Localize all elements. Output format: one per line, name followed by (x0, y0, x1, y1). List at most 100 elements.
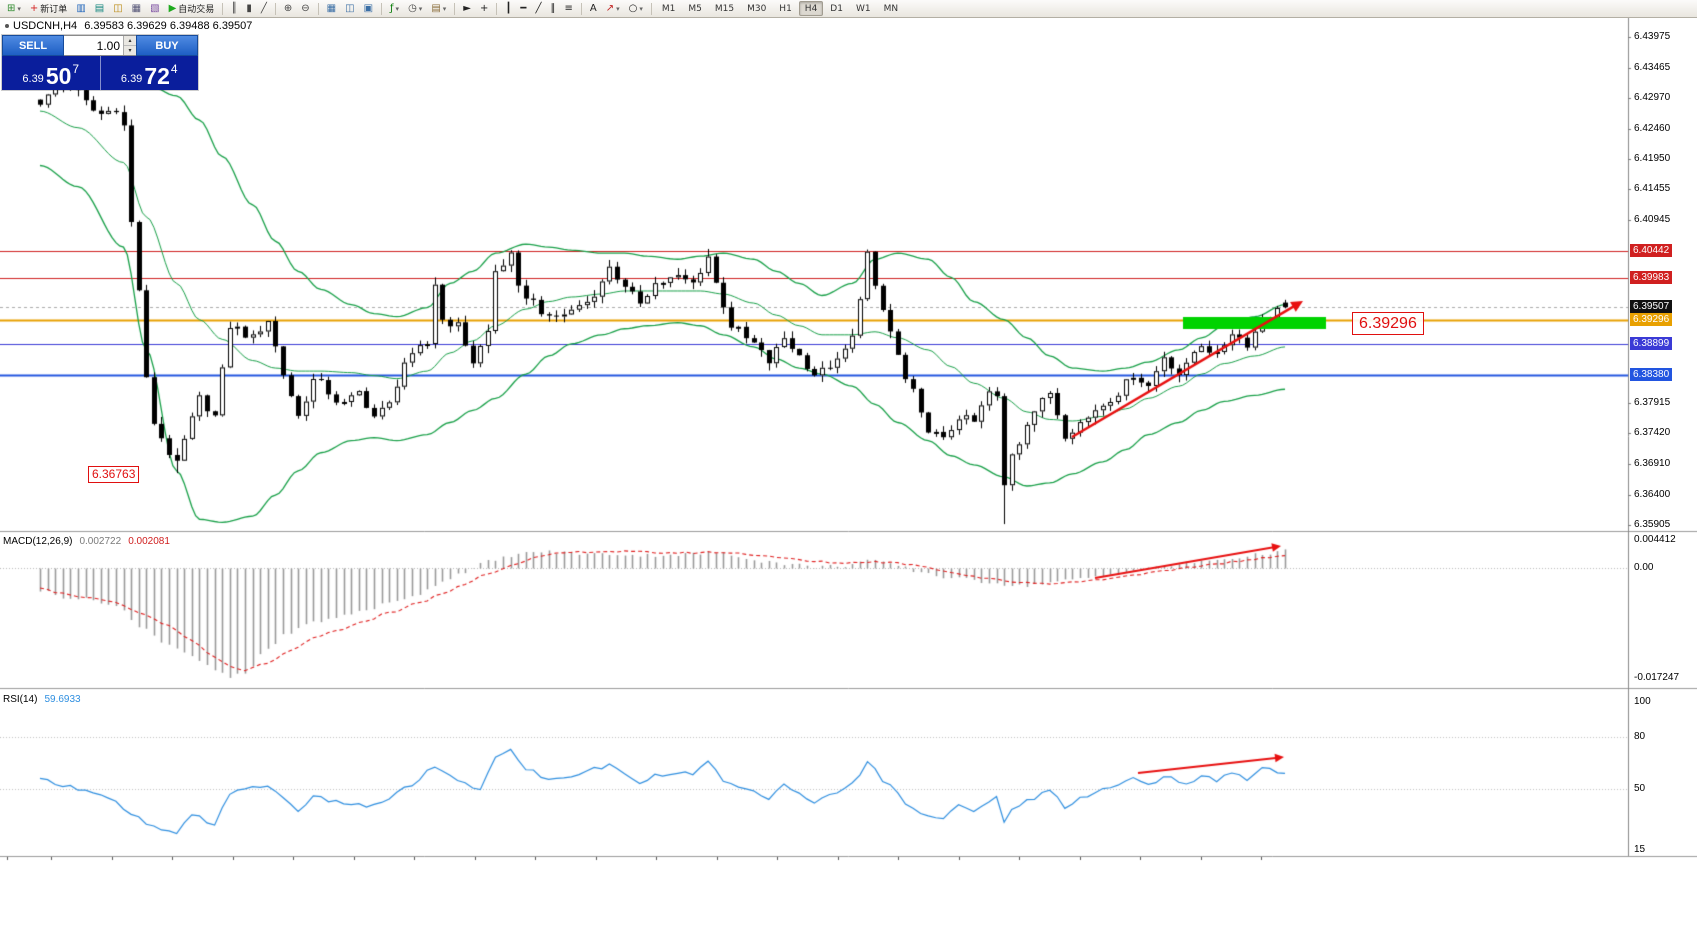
auto-arrange-icon: ▣ (363, 2, 374, 14)
timeframe-M15[interactable]: M15 (714, 3, 735, 14)
line-chart-icon: ╱ (260, 2, 267, 14)
volume-down-button[interactable]: ▾ (124, 46, 136, 55)
toolbar-separator (381, 2, 383, 15)
bid-price-prefix: 6.39 (22, 73, 44, 85)
new-order-label: 新订单 (40, 5, 68, 15)
horizontal-line-icon: ━ (520, 2, 527, 14)
channel-button[interactable]: ∥ (546, 1, 559, 16)
ask-price-button[interactable]: 6.39 72 4 (101, 56, 199, 90)
price-axis-tag: 6.39507 (1630, 300, 1673, 314)
sell-button[interactable]: SELL (2, 35, 64, 56)
price-axis-label: 6.37420 (1634, 427, 1671, 439)
new-chart-button[interactable]: ⊞ ▾ (3, 1, 25, 16)
price-axis-label: 6.43975 (1634, 31, 1671, 42)
chevron-down-icon[interactable]: ▾ (616, 4, 620, 13)
new-order-button[interactable]: + 新订单 (26, 1, 71, 16)
price-axis-label: 6.41950 (1634, 153, 1671, 165)
timeframe-MN[interactable]: MN (883, 3, 899, 14)
price-axis-label: 6.41455 (1634, 183, 1671, 195)
shapes-icon: ○ (628, 2, 638, 14)
toolbar-separator (580, 2, 582, 15)
ask-price-prefix: 6.39 (120, 73, 143, 85)
timeframe-D1[interactable]: D1 (830, 3, 843, 14)
indicators-icon: ƒ (390, 2, 394, 14)
navigator-button[interactable]: ◫ (109, 1, 126, 16)
volume-input[interactable] (64, 36, 123, 55)
bid-price-button[interactable]: 6.39 50 7 (2, 56, 101, 90)
toolbar-separator (650, 2, 652, 15)
timeframe-H1[interactable]: H1 (779, 3, 792, 14)
navigator-icon: ◫ (113, 2, 123, 14)
terminal-icon: ▦ (131, 2, 142, 14)
bar-chart-icon: ║ (231, 2, 238, 14)
price-axis-tag: 6.40442 (1630, 243, 1673, 257)
shapes-button[interactable]: ○ ▾ (625, 1, 647, 16)
vertical-line-button[interactable]: ┃ (501, 1, 515, 16)
rsi-axis-label: 100 (1634, 696, 1651, 707)
templates-button[interactable]: ▤ ▾ (427, 1, 450, 16)
chevron-down-icon[interactable]: ▾ (442, 4, 447, 13)
tile-windows-button[interactable]: ▦ (323, 1, 340, 16)
zoom-in-icon: ⊕ (283, 2, 293, 14)
auto-trading-icon: ▶ (168, 2, 177, 14)
low-price-annotation[interactable]: 6.36763 (88, 466, 140, 483)
arrows-icon: ↗ (605, 2, 615, 14)
cursor-icon: ► (463, 2, 471, 14)
indicators-button[interactable]: ƒ ▾ (386, 1, 403, 16)
buy-button[interactable]: BUY (136, 35, 198, 56)
trendline-button[interactable]: ╱ (531, 1, 545, 16)
chart-title: USDCNH,H4 6.39583 6.39629 6.39488 6.39507 (5, 20, 252, 32)
zoom-out-icon: ⊖ (301, 2, 310, 14)
zoom-in-button[interactable]: ⊕ (280, 1, 296, 16)
price-axis-tag: 6.39296 (1630, 312, 1673, 326)
terminal-button[interactable]: ▦ (128, 1, 145, 16)
chevron-down-icon[interactable]: ▾ (17, 4, 21, 13)
horizontal-line-button[interactable]: ━ (516, 1, 530, 16)
chevron-down-icon[interactable]: ▾ (418, 4, 423, 13)
toolbar-separator (222, 2, 224, 15)
zoom-out-button[interactable]: ⊖ (297, 1, 313, 16)
text-icon: A (589, 2, 597, 14)
timeframe-M1[interactable]: M1 (661, 3, 676, 14)
strategy-tester-button[interactable]: ▧ (146, 1, 163, 16)
rsi-value: 59.6933 (44, 694, 81, 705)
timeframe-H4[interactable]: H4 (798, 1, 824, 16)
one-click-trading-panel: SELL ▴ ▾ BUY 6.39 50 7 6.39 72 4 (2, 35, 198, 90)
text-button[interactable]: A (586, 1, 601, 16)
market-watch-icon: ▥ (76, 2, 86, 14)
auto-trading-label: 自动交易 (178, 5, 215, 15)
chevron-down-icon[interactable]: ▾ (395, 4, 400, 13)
macd-signal-value: 0.002081 (128, 536, 170, 547)
rsi-name: RSI(14) (3, 694, 38, 705)
level-price-annotation[interactable]: 6.39296 (1352, 312, 1424, 335)
fibonacci-button[interactable]: ≡ (560, 1, 576, 16)
candlestick-chart-icon: ▮ (246, 2, 252, 14)
line-chart-button[interactable]: ╱ (257, 1, 271, 16)
macd-name: MACD(12,26,9) (3, 536, 73, 547)
price-axis-tag: 6.38899 (1630, 336, 1673, 350)
chevron-down-icon[interactable]: ▾ (639, 4, 643, 13)
auto-trading-button[interactable]: ▶ 自动交易 (165, 1, 219, 16)
tile-windows-icon: ▦ (326, 2, 337, 14)
bar-chart-button[interactable]: ║ (227, 1, 241, 16)
volume-up-button[interactable]: ▴ (124, 36, 136, 46)
periods-button[interactable]: ◷ ▾ (404, 1, 426, 16)
cursor-button[interactable]: ► (459, 1, 475, 16)
market-watch-button[interactable]: ▥ (72, 1, 89, 16)
arrows-button[interactable]: ↗ ▾ (602, 1, 624, 16)
volume-stepper: ▴ ▾ (123, 36, 136, 55)
candlestick-chart-button[interactable]: ▮ (242, 1, 256, 16)
data-window-button[interactable]: ▤ (91, 1, 108, 16)
timeframe-M5[interactable]: M5 (688, 3, 702, 14)
price-axis-label: 6.40945 (1634, 214, 1671, 226)
timeframe-W1[interactable]: W1 (855, 3, 871, 14)
periods-icon: ◷ (408, 2, 417, 14)
cascade-windows-button[interactable]: ◫ (341, 1, 358, 16)
price-axis-label: 6.42970 (1634, 91, 1671, 103)
timeframe-M30[interactable]: M30 (747, 3, 767, 14)
crosshair-button[interactable]: + (476, 1, 492, 16)
toolbar-separator (454, 2, 456, 15)
vertical-line-icon: ┃ (505, 2, 512, 14)
auto-arrange-button[interactable]: ▣ (360, 1, 377, 16)
